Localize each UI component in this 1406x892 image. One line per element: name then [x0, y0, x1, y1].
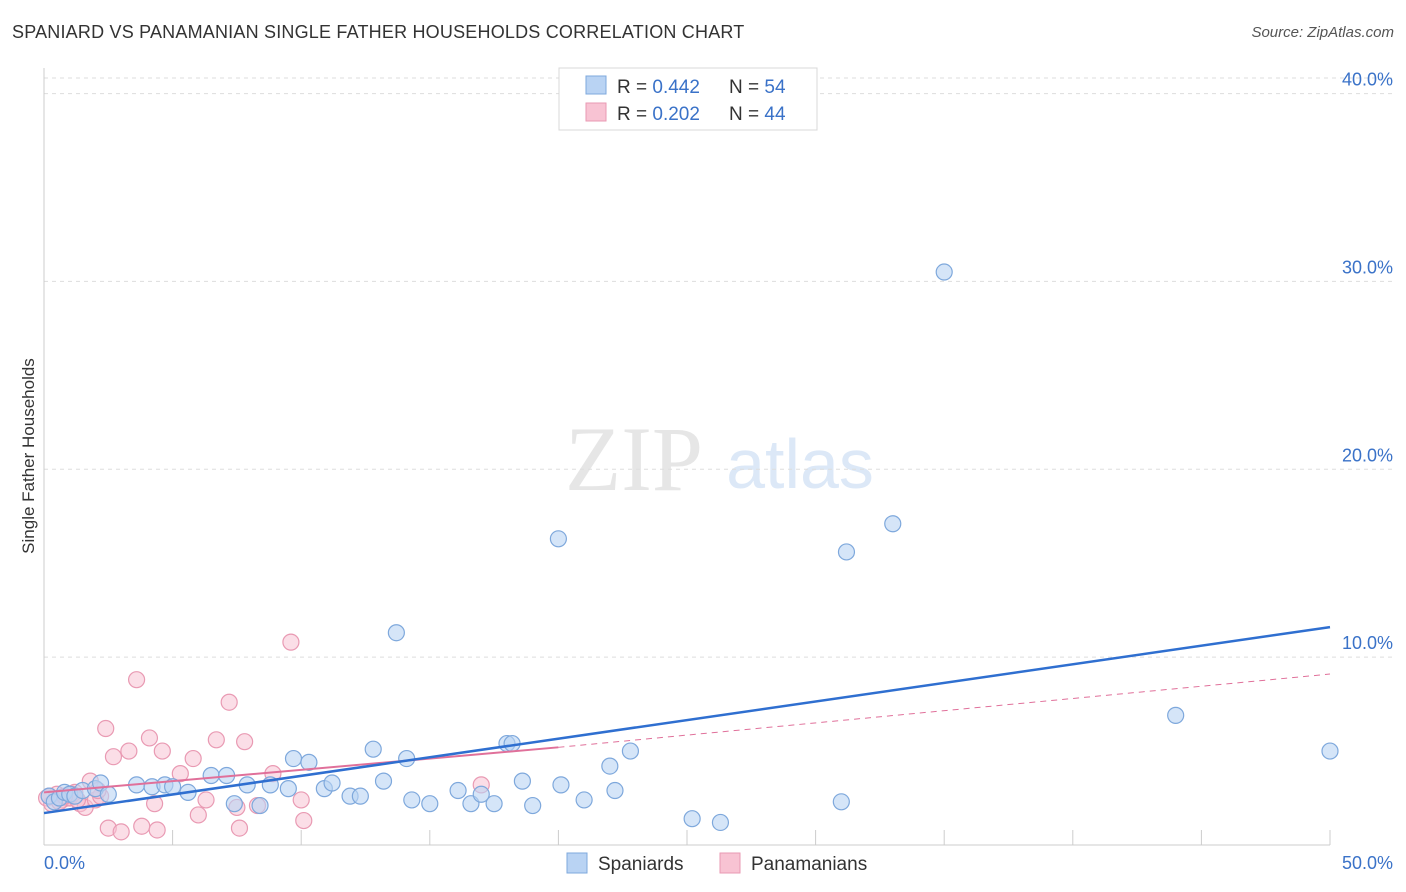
svg-text:R = 0.442: R = 0.442	[617, 77, 700, 98]
spaniards-point-33[interactable]	[421, 795, 439, 813]
spaniards-points	[40, 263, 1339, 832]
svg-text:N = 44: N = 44	[729, 104, 786, 125]
trend-lines	[43, 625, 1331, 815]
spaniards-point-45[interactable]	[601, 757, 619, 775]
legend-n-label-1: N =	[729, 77, 764, 98]
panamanians-trend-line	[43, 746, 559, 794]
panamanians-point-36[interactable]	[295, 811, 313, 830]
spaniards-point-50[interactable]	[832, 793, 850, 811]
spaniards-point-9[interactable]	[99, 785, 117, 803]
spaniards-point-29[interactable]	[374, 772, 393, 790]
watermark-atlas: atlas	[726, 425, 874, 503]
svg-text:R = 0.202: R = 0.202	[617, 104, 700, 125]
legend-r-label-2: R =	[617, 104, 652, 125]
legend-n-value-2: 44	[764, 104, 786, 125]
spaniards-point-23[interactable]	[300, 753, 318, 771]
spaniards-point-32[interactable]	[403, 791, 421, 809]
spaniards-point-53[interactable]	[935, 263, 953, 281]
spaniards-point-42[interactable]	[549, 530, 568, 548]
panamanians-point-25[interactable]	[189, 806, 207, 824]
source-label: Source: ZipAtlas.com	[1251, 24, 1394, 41]
panamanians-point-15[interactable]	[112, 823, 130, 841]
y-tick-labels: 10.0% 20.0% 30.0% 40.0%	[1342, 70, 1393, 654]
legend-bottom-label-spaniards[interactable]: Spaniards	[598, 854, 684, 875]
series-legend: Spaniards Panamanians	[566, 852, 867, 875]
panamanians-point-28[interactable]	[220, 693, 238, 711]
spaniards-point-27[interactable]	[351, 787, 369, 805]
legend-bottom-swatch-panamanians[interactable]	[719, 852, 741, 874]
spaniards-point-55[interactable]	[1321, 742, 1339, 760]
grid-lines	[44, 77, 1395, 658]
spaniards-point-40[interactable]	[513, 772, 531, 790]
panamanians-point-19[interactable]	[140, 729, 159, 747]
panamanians-point-21[interactable]	[148, 821, 166, 839]
panamanians-point-20[interactable]	[145, 795, 164, 813]
panamanians-point-30[interactable]	[230, 819, 249, 837]
spaniards-point-43[interactable]	[552, 776, 570, 794]
spaniards-point-49[interactable]	[711, 813, 730, 832]
correlation-legend: R = 0.442 N = 54 R = 0.202 N = 44	[558, 67, 818, 131]
legend-swatch-spaniards	[585, 75, 607, 95]
y-tick-label-30: 30.0%	[1342, 257, 1393, 277]
spaniards-point-54[interactable]	[1167, 706, 1185, 724]
spaniards-point-46[interactable]	[606, 781, 624, 800]
spaniards-point-15[interactable]	[202, 766, 220, 785]
legend-bottom-label-panamanians[interactable]: Panamanians	[751, 854, 867, 875]
panamanians-point-27[interactable]	[207, 731, 225, 749]
spaniards-point-36[interactable]	[472, 785, 490, 803]
spaniards-point-52[interactable]	[884, 515, 902, 533]
spaniards-point-21[interactable]	[279, 780, 297, 798]
spaniards-point-44[interactable]	[575, 791, 593, 809]
panamanians-point-12[interactable]	[97, 719, 115, 738]
y-tick-label-20: 20.0%	[1342, 445, 1393, 465]
panamanians-point-23[interactable]	[171, 765, 189, 783]
panamanians-point-31[interactable]	[236, 733, 254, 751]
panamanians-point-17[interactable]	[127, 671, 146, 689]
spaniards-point-17[interactable]	[225, 795, 243, 813]
legend-bottom-swatch-spaniards[interactable]	[566, 852, 588, 874]
legend-r-value-1: 0.442	[652, 77, 700, 98]
spaniards-point-34[interactable]	[449, 781, 467, 800]
spaniards-point-19[interactable]	[251, 796, 269, 815]
spaniards-point-47[interactable]	[621, 742, 640, 760]
x-ticks	[172, 830, 1331, 845]
chart-title: SPANIARD VS PANAMANIAN SINGLE FATHER HOU…	[12, 22, 745, 42]
legend-n-value-1: 54	[764, 77, 786, 98]
panamanians-point-22[interactable]	[153, 742, 171, 760]
y-axis-title: Single Father Households	[19, 358, 38, 554]
spaniards-point-22[interactable]	[284, 749, 303, 768]
spaniards-point-51[interactable]	[837, 543, 856, 561]
spaniards-point-37[interactable]	[485, 795, 503, 813]
spaniards-point-41[interactable]	[524, 796, 542, 815]
panamanians-point-26[interactable]	[197, 791, 215, 809]
panamanians-point-18[interactable]	[133, 817, 151, 835]
y-tick-label-10: 10.0%	[1342, 633, 1393, 653]
watermark-zip: ZIP	[565, 408, 703, 510]
panamanians-point-16[interactable]	[120, 742, 138, 760]
legend-n-label-2: N =	[729, 104, 764, 125]
y-tick-label-40: 40.0%	[1342, 70, 1393, 90]
x-tick-label-min: 0.0%	[44, 853, 85, 873]
spaniards-point-30[interactable]	[387, 624, 405, 642]
spaniards-point-25[interactable]	[323, 774, 341, 792]
x-tick-label-max: 50.0%	[1342, 853, 1393, 873]
spaniards-point-28[interactable]	[364, 740, 382, 758]
legend-swatch-panamanians	[585, 102, 607, 122]
panamanians-trend-extension	[558, 673, 1331, 748]
spaniards-point-48[interactable]	[683, 810, 701, 828]
panamanians-point-14[interactable]	[104, 748, 123, 766]
legend-r-label-1: R =	[617, 77, 652, 98]
legend-r-value-2: 0.202	[652, 104, 700, 125]
panamanians-point-35[interactable]	[292, 791, 310, 809]
spaniards-trend-line	[43, 625, 1331, 815]
panamanians-point-34[interactable]	[282, 633, 300, 651]
panamanians-point-24[interactable]	[184, 749, 202, 768]
svg-text:N = 54: N = 54	[729, 77, 786, 98]
